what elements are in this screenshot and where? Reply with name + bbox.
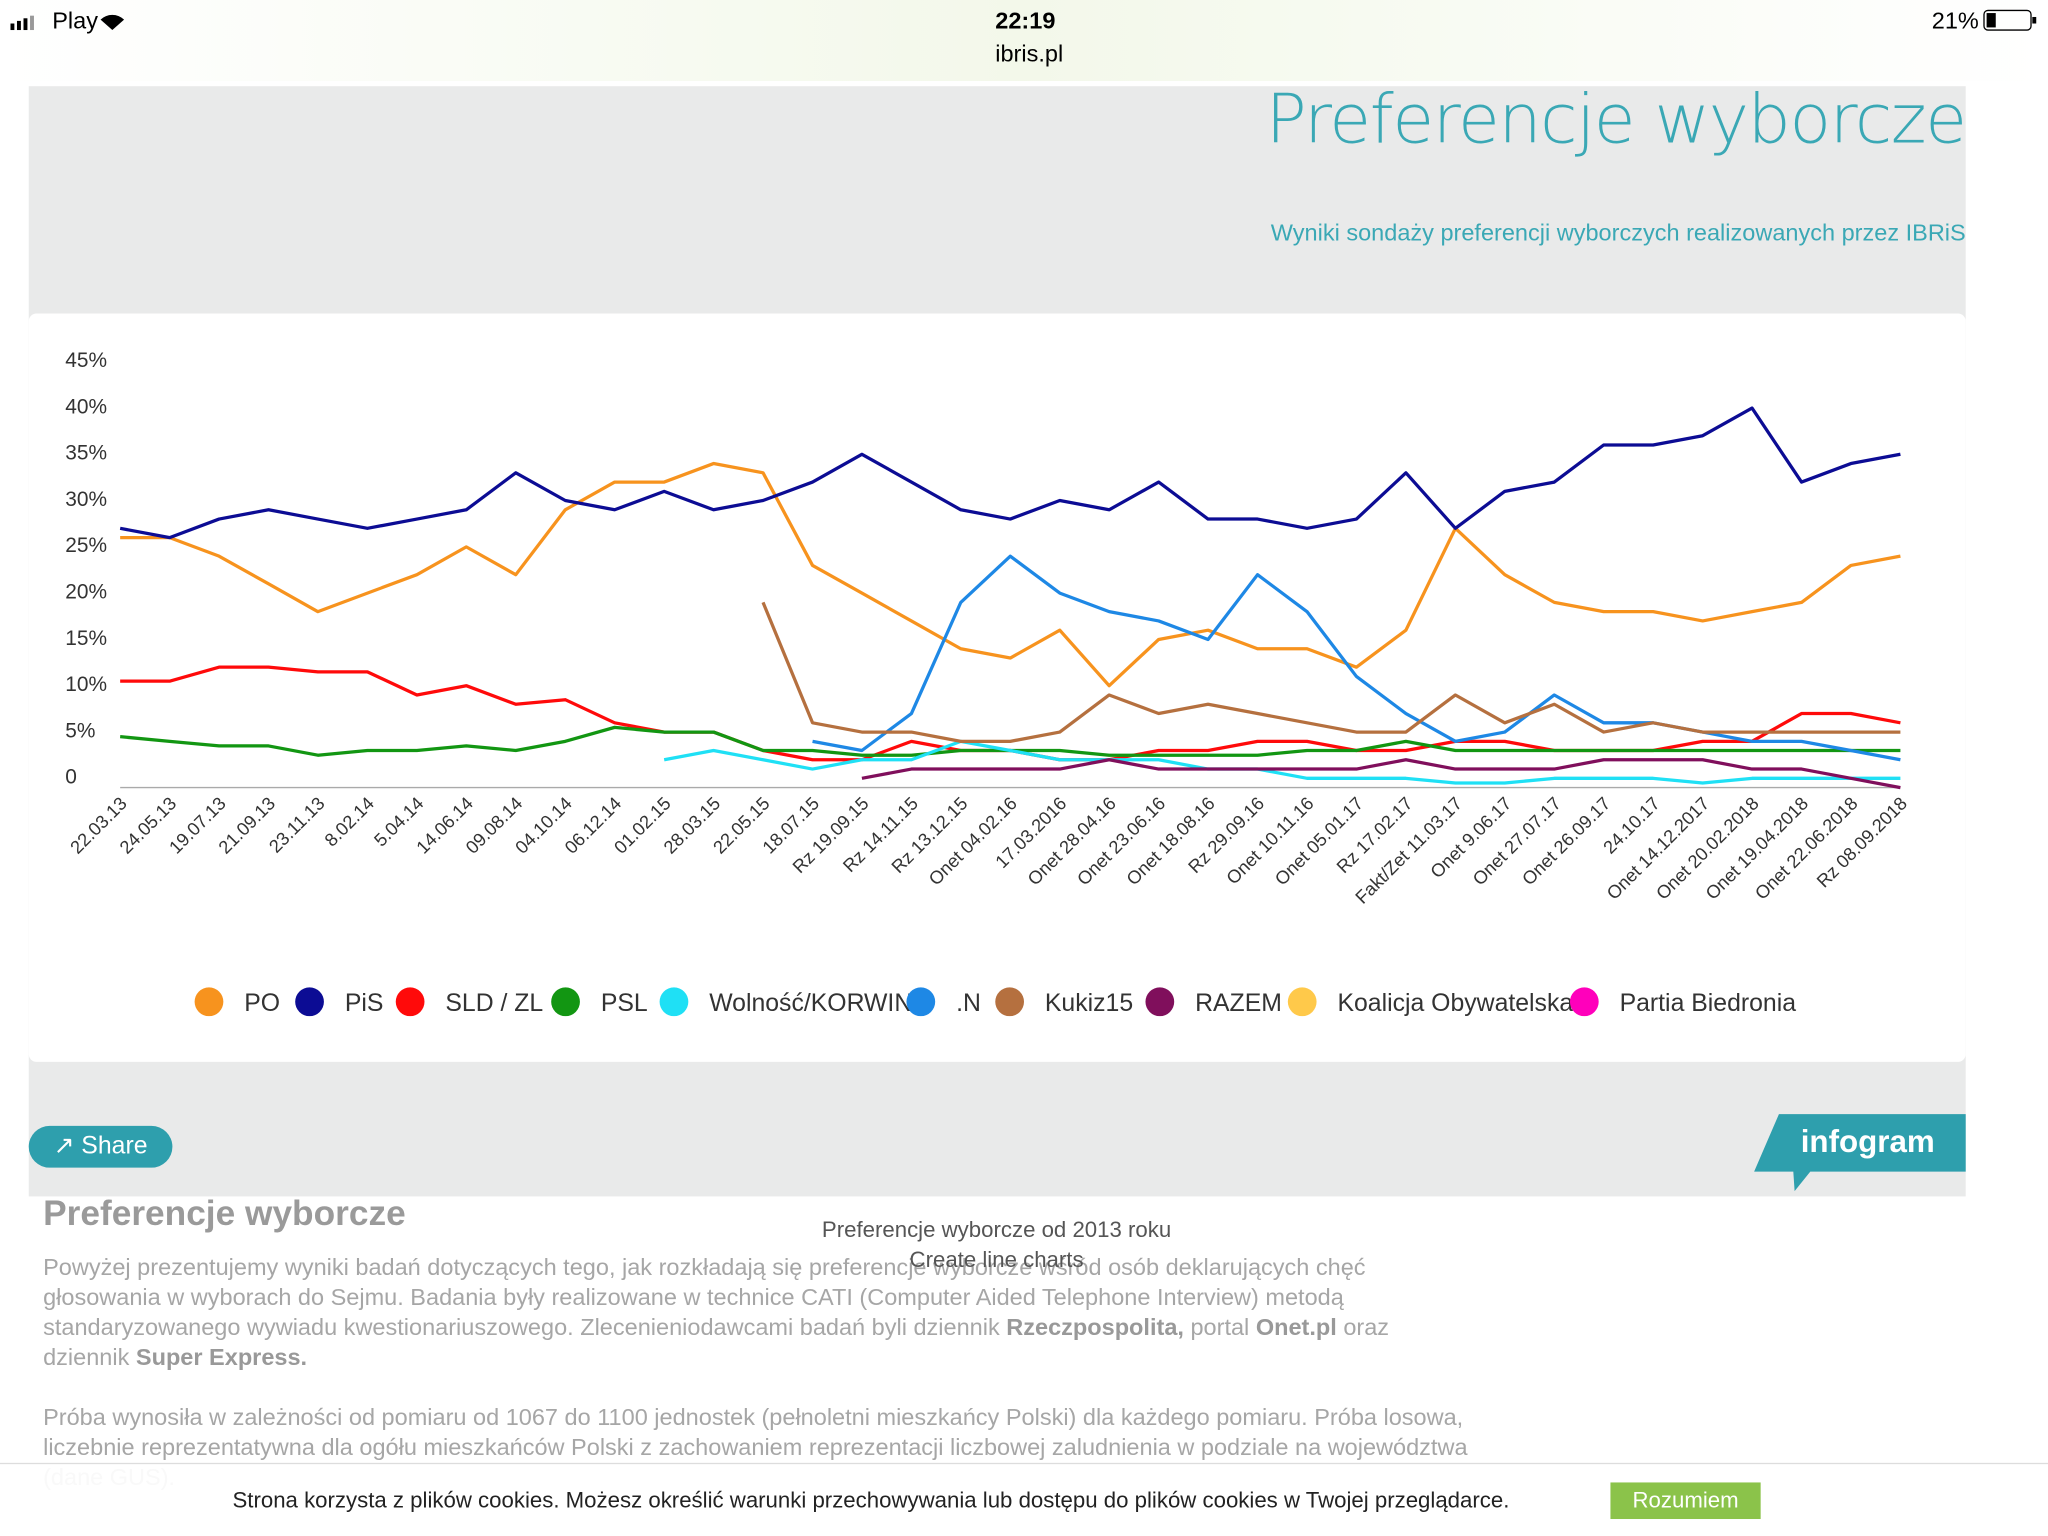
- series-line: [120, 665, 1901, 762]
- legend-swatch: [995, 987, 1024, 1017]
- y-tick-label: 35%: [65, 442, 107, 465]
- y-tick-label: 30%: [65, 488, 107, 511]
- legend-swatch: [295, 987, 324, 1017]
- status-bar: Play 22:19 ibris.pl 21%: [0, 0, 2048, 81]
- legend-label: RAZEM: [1195, 990, 1282, 1017]
- carrier: Play: [52, 7, 98, 34]
- y-tick-label: 10%: [65, 673, 107, 696]
- legend-swatch: [906, 987, 936, 1017]
- legend-swatch: [194, 987, 224, 1017]
- share-label: Share: [81, 1132, 148, 1160]
- cookie-text: Strona korzysta z plików cookies. Możesz…: [232, 1487, 1510, 1513]
- series-line: [861, 758, 1901, 790]
- legend-swatch: [395, 987, 425, 1017]
- y-tick-label: 15%: [65, 627, 107, 650]
- series-line: [120, 461, 1901, 688]
- legend-swatch: [659, 987, 689, 1017]
- y-tick-label: 40%: [65, 395, 107, 418]
- url[interactable]: ibris.pl: [995, 40, 1064, 67]
- legend-label: Partia Biedronia: [1620, 990, 1797, 1017]
- legend-label: .N: [956, 990, 981, 1017]
- y-tick-label: 20%: [65, 580, 107, 603]
- x-tick-label: 8.02.14: [320, 793, 378, 851]
- legend-label: PSL: [601, 990, 648, 1017]
- status-icons: [10, 14, 125, 31]
- text-bold: Rzeczpospolita,: [1006, 1313, 1184, 1341]
- legend-label: SLD / ZL: [445, 990, 543, 1017]
- legend-swatch: [551, 987, 580, 1017]
- battery: 21%: [1931, 7, 1979, 34]
- page-title: Preferencje wyborcze: [1265, 80, 1967, 160]
- text-bold: Super Express.: [135, 1343, 308, 1371]
- x-tick-label: 23.11.13: [264, 793, 328, 857]
- series-line: [663, 739, 1901, 785]
- embed-caption: Preferencje wyborcze od 2013 roku Create…: [731, 1215, 1261, 1275]
- text-bold: Onet.pl: [1255, 1313, 1337, 1341]
- legend-swatch: [1287, 987, 1317, 1017]
- paragraph: Powyżej prezentujemy wyniki badań dotycz…: [43, 1253, 1473, 1373]
- text: Powyżej prezentujemy wyniki badań dotycz…: [43, 1253, 1366, 1341]
- legend-label: Wolność/KORWIN: [709, 990, 912, 1017]
- share-button[interactable]: ↗ Share: [28, 1125, 173, 1168]
- text: oraz dziennik: [43, 1313, 1390, 1371]
- infogram-badge[interactable]: infogram: [1750, 1113, 1972, 1194]
- text: portal: [1183, 1313, 1256, 1341]
- page-subtitle: Wyniki sondaży preferencji wyborczych re…: [1270, 219, 1966, 246]
- y-tick-label: 5%: [65, 719, 95, 742]
- legend-label: Kukiz15: [1045, 990, 1133, 1017]
- cookie-button[interactable]: Rozumiem: [1610, 1482, 1761, 1520]
- series-line: [761, 601, 1901, 743]
- series-line: [119, 406, 1901, 540]
- legend-label: Koalicja Obywatelska: [1337, 990, 1573, 1017]
- y-tick-label: 25%: [65, 534, 107, 557]
- legend-swatch: [1145, 987, 1175, 1017]
- series-line: [812, 554, 1901, 762]
- y-tick-label: 45%: [65, 349, 107, 372]
- legend-swatch: [1569, 987, 1599, 1017]
- legend-label: PO: [244, 990, 280, 1017]
- clock: 22:19: [995, 7, 1056, 34]
- link[interactable]: Create line charts: [909, 1247, 1084, 1273]
- infogram-label: infogram: [1801, 1124, 1935, 1159]
- article-heading: Preferencje wyborcze: [43, 1193, 406, 1233]
- battery-icon: [1983, 9, 2037, 31]
- cookie-banner: Strona korzysta z plików cookies. Możesz…: [0, 1462, 2048, 1536]
- y-tick-label: 0: [65, 766, 77, 789]
- chart-card: [28, 313, 1966, 1062]
- legend-label: PiS: [345, 990, 384, 1017]
- caption: Preferencje wyborcze od 2013 roku: [821, 1217, 1172, 1243]
